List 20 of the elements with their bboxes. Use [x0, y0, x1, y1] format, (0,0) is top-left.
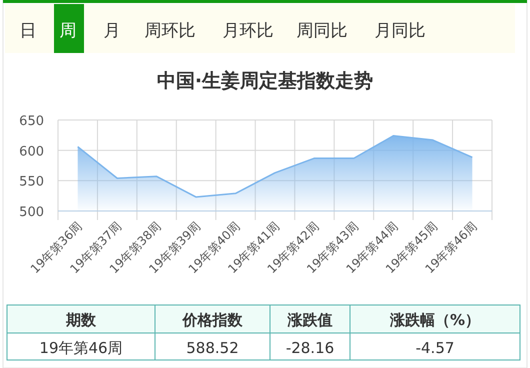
text: -28.16 — [286, 339, 334, 357]
text: 19年第46周 — [39, 339, 123, 357]
y-tick-label: 600 — [19, 144, 44, 160]
text: 期数 — [65, 311, 97, 329]
text: 周环比 — [144, 21, 196, 41]
y-tick-label: 500 — [19, 205, 44, 220]
text: 价格指数 — [182, 311, 244, 329]
text: 588.52 — [186, 339, 239, 357]
text: 月 — [104, 21, 120, 41]
chart-title: 中国·生姜周定基指数走势 — [156, 70, 374, 92]
text: 周 — [60, 21, 76, 41]
text: 日 — [20, 21, 36, 41]
y-tick-label: 550 — [19, 174, 44, 190]
y-tick-label: 650 — [19, 114, 44, 129]
text: 涨跌值 — [286, 311, 332, 329]
text: 涨跌幅（%） — [388, 311, 480, 329]
text: -4.57 — [416, 339, 454, 357]
text: 周同比 — [296, 21, 348, 41]
text: 月同比 — [374, 21, 426, 41]
text: 月环比 — [222, 21, 274, 41]
